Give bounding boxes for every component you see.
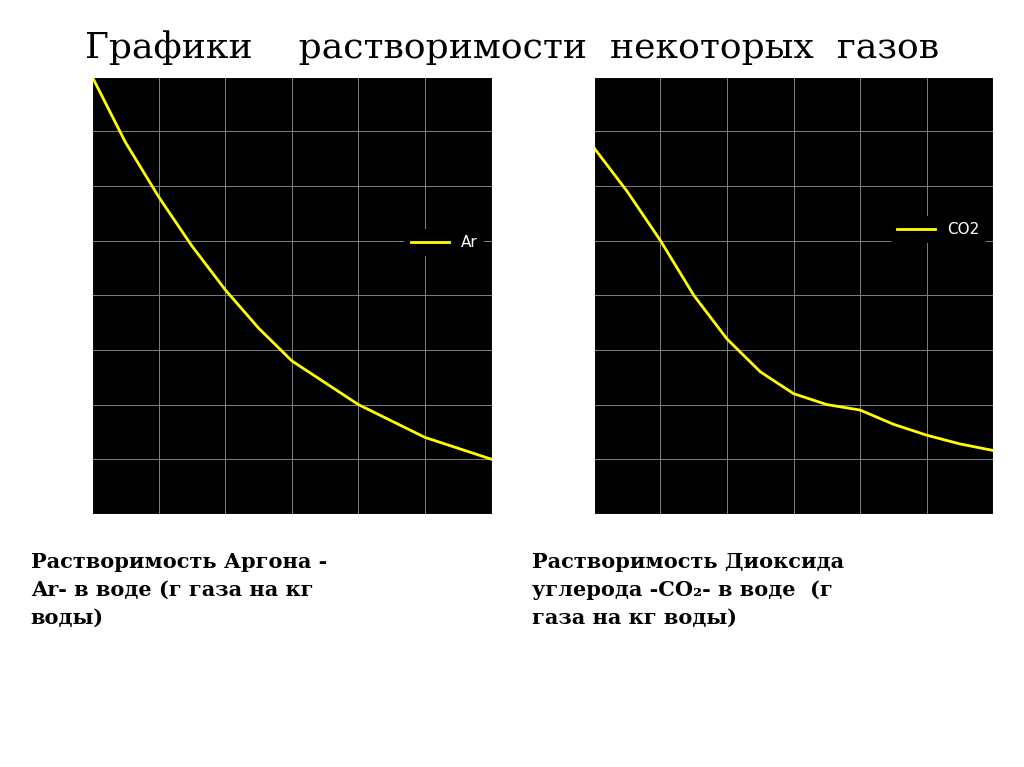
X-axis label: Температура воды (град Цельсия): Температура воды (град Цельсия) bbox=[177, 541, 407, 554]
Legend: Ar: Ar bbox=[404, 229, 484, 256]
Text: Растворимость Аргона -
Ar- в воде (г газа на кг
воды): Растворимость Аргона - Ar- в воде (г газ… bbox=[31, 552, 327, 628]
Legend: CO2: CO2 bbox=[891, 216, 986, 243]
Y-axis label: Растворимость (г газа на кг воды): Растворимость (г газа на кг воды) bbox=[549, 188, 561, 403]
Text: Графики    растворимости  некоторых  газов: Графики растворимости некоторых газов bbox=[85, 31, 939, 65]
X-axis label: Температура воды (град Цельсия): Температура воды (град Цельсия) bbox=[679, 541, 908, 554]
Text: Растворимость Диоксида
углерода -CO₂- в воде  (г
газа на кг воды): Растворимость Диоксида углерода -CO₂- в … bbox=[532, 552, 845, 628]
Y-axis label: Растворимость (г газа на кг воды): Растворимость (г газа на кг воды) bbox=[39, 188, 51, 403]
